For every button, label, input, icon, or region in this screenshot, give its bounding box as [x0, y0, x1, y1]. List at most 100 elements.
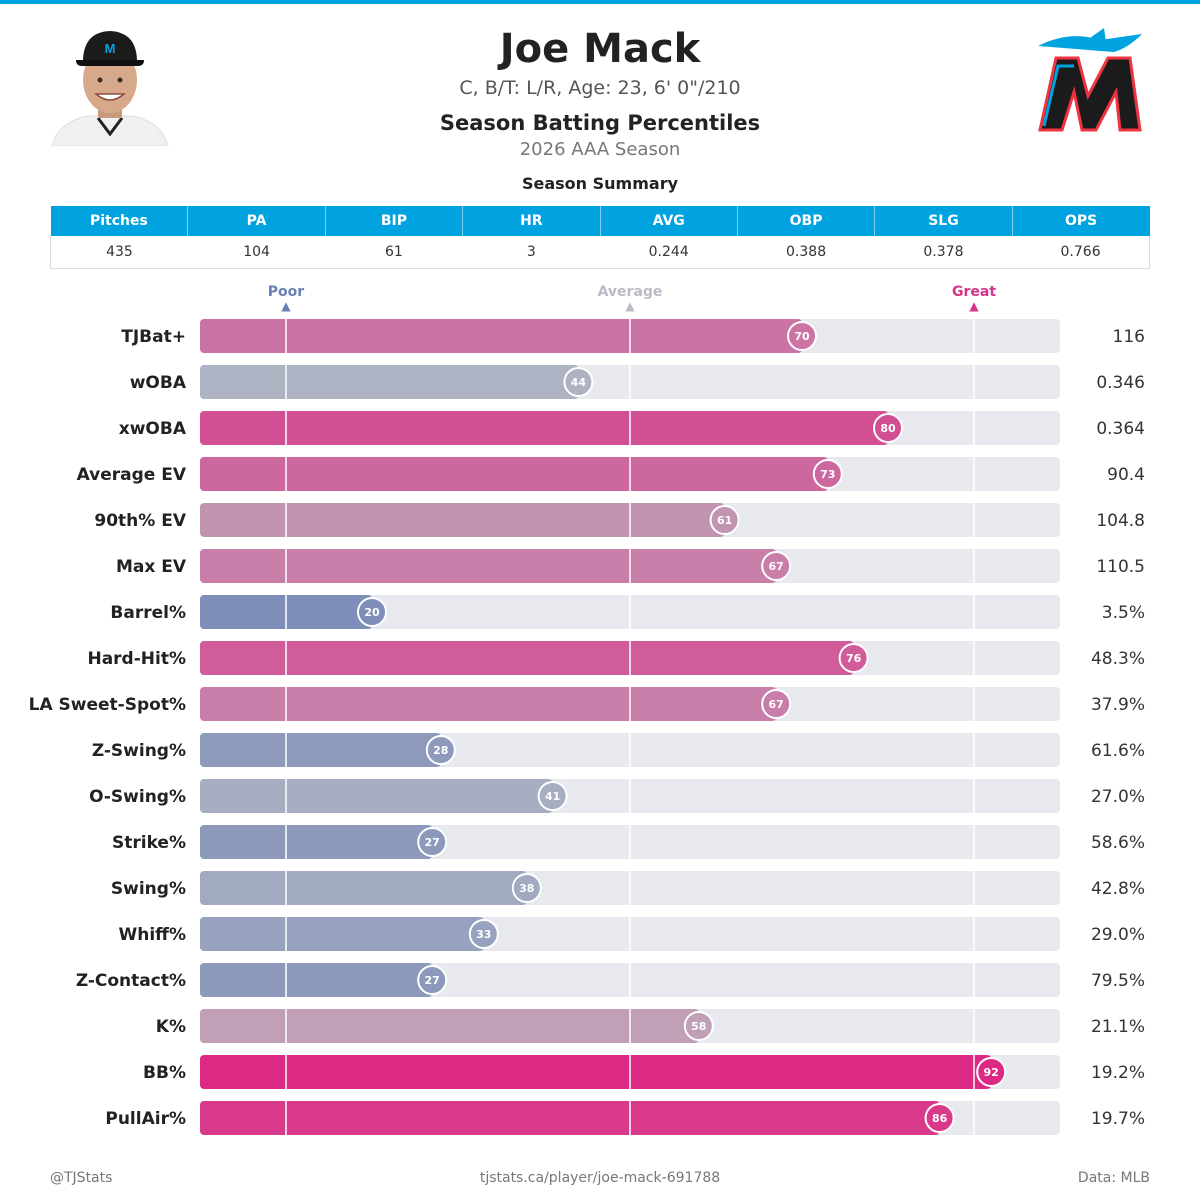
percentile-dot: [511, 873, 542, 903]
percentile-dot: [873, 413, 903, 443]
percentile-value-label: 61: [717, 514, 732, 527]
percentile-bar: [200, 1055, 992, 1089]
average-marker: Average ▲: [570, 284, 690, 312]
metric-label: PullAir%: [105, 1109, 186, 1129]
metric-label: Z-Contact%: [76, 971, 186, 991]
stat-value-label: 58.6%: [1091, 833, 1145, 853]
percentile-bar: [200, 641, 854, 675]
metric-label: Whiff%: [119, 925, 187, 945]
poor-label: Poor: [267, 284, 305, 300]
percentile-value-label: 80: [880, 422, 896, 435]
percentile-dot: [787, 321, 817, 351]
metric-label: K%: [156, 1017, 186, 1037]
summary-header-cell: OPS: [1012, 206, 1150, 236]
stat-value-label: 19.7%: [1091, 1109, 1145, 1129]
percentile-value-label: 38: [519, 882, 534, 895]
player-name: Joe Mack: [499, 26, 701, 72]
percentile-dot: [812, 459, 843, 489]
summary-header-cell: OBP: [737, 206, 876, 236]
percentile-value-label: 70: [794, 330, 810, 343]
percentile-dot: [357, 597, 387, 627]
stat-value-label: 27.0%: [1091, 787, 1145, 807]
average-triangle-icon: ▲: [625, 299, 635, 313]
summary-value-cell: 0.766: [1012, 236, 1151, 269]
great-marker: Great ▲: [914, 284, 1034, 312]
percentile-value-label: 20: [364, 606, 380, 619]
metric-label: Barrel%: [110, 603, 186, 623]
percentile-value-label: 67: [769, 560, 784, 573]
percentile-dot: [417, 965, 448, 995]
percentile-dot: [709, 505, 740, 535]
percentile-bar: [200, 457, 828, 491]
summary-value-cell: 0.378: [874, 236, 1013, 269]
report-title: Season Batting Percentiles: [439, 111, 761, 135]
percentile-value-label: 92: [984, 1066, 999, 1079]
percentile-dot: [683, 1011, 714, 1041]
percentile-value-label: 76: [846, 652, 862, 665]
metric-label: Swing%: [111, 879, 186, 899]
percentile-bar: [200, 503, 725, 537]
stat-value-label: 48.3%: [1091, 649, 1145, 669]
metric-label: Hard-Hit%: [87, 649, 186, 669]
stat-value-label: 21.1%: [1091, 1017, 1145, 1037]
metric-label: Strike%: [112, 833, 186, 853]
stat-value-label: 37.9%: [1091, 695, 1145, 715]
percentile-dot: [761, 551, 792, 581]
poor-marker: Poor ▲: [226, 284, 346, 312]
stat-value-label: 110.5: [1096, 557, 1145, 577]
stat-value-label: 61.6%: [1091, 741, 1145, 761]
metric-label: Z-Swing%: [92, 741, 186, 761]
percentile-value-label: 44: [571, 376, 587, 389]
summary-header-cell: HR: [462, 206, 601, 236]
svg-text:M: M: [105, 41, 116, 56]
percentile-value-label: 67: [769, 698, 784, 711]
footer-handle: @TJStats: [50, 1170, 113, 1186]
percentile-bar: [200, 549, 777, 583]
percentile-value-label: 27: [425, 974, 440, 987]
season-summary-table: Pitches PA BIP HR AVG OBP SLG OPS 435 10…: [49, 206, 1151, 269]
percentile-dot: [761, 689, 792, 719]
percentile-value-label: 73: [820, 468, 835, 481]
percentile-value-label: 41: [545, 790, 560, 803]
metric-label: BB%: [143, 1063, 186, 1083]
summary-value-cell: 435: [49, 236, 188, 269]
summary-value-cell: 0.244: [600, 236, 738, 269]
summary-value-cell: 104: [187, 236, 326, 269]
metric-label: 90th% EV: [94, 511, 186, 531]
great-label: Great: [951, 284, 997, 300]
percentile-dot: [537, 781, 568, 811]
summary-header-cell: PA: [187, 206, 326, 236]
percentile-bar: [200, 733, 441, 767]
percentile-dot: [563, 367, 594, 397]
metric-label: LA Sweet-Spot%: [29, 695, 186, 715]
percentile-bar: [200, 779, 553, 813]
stat-value-label: 90.4: [1107, 465, 1145, 485]
player-headshot: M: [48, 26, 172, 147]
stat-value-label: 29.0%: [1091, 925, 1145, 945]
summary-header-cell: AVG: [600, 206, 738, 236]
metric-label: wOBA: [130, 373, 187, 393]
percentile-value-label: 27: [425, 836, 440, 849]
footer-source: Data: MLB: [1077, 1170, 1150, 1186]
team-logo: [1030, 26, 1150, 142]
summary-header-cell: BIP: [325, 206, 464, 236]
percentile-bar: [200, 963, 433, 997]
percentile-bar: [200, 1101, 940, 1135]
percentile-dot: [924, 1103, 955, 1133]
stat-value-label: 3.5%: [1102, 603, 1145, 623]
metric-label: xwOBA: [119, 419, 187, 439]
percentile-dot: [417, 827, 448, 857]
percentile-bar: [200, 411, 888, 445]
percentile-value-label: 33: [476, 928, 491, 941]
percentile-dot: [838, 643, 869, 673]
player-bio: C, B/T: L/R, Age: 23, 6' 0"/210: [459, 77, 741, 99]
poor-triangle-icon: ▲: [281, 299, 291, 313]
summary-value-row: 435 104 61 3 0.244 0.388 0.378 0.766: [49, 236, 1151, 269]
percentile-bar: [200, 871, 527, 905]
percentile-bar: [200, 1009, 699, 1043]
metric-label: Average EV: [77, 465, 187, 485]
metric-label: TJBat+: [121, 327, 186, 347]
stat-value-label: 104.8: [1096, 511, 1145, 531]
season-label: 2026 AAA Season: [519, 139, 681, 160]
